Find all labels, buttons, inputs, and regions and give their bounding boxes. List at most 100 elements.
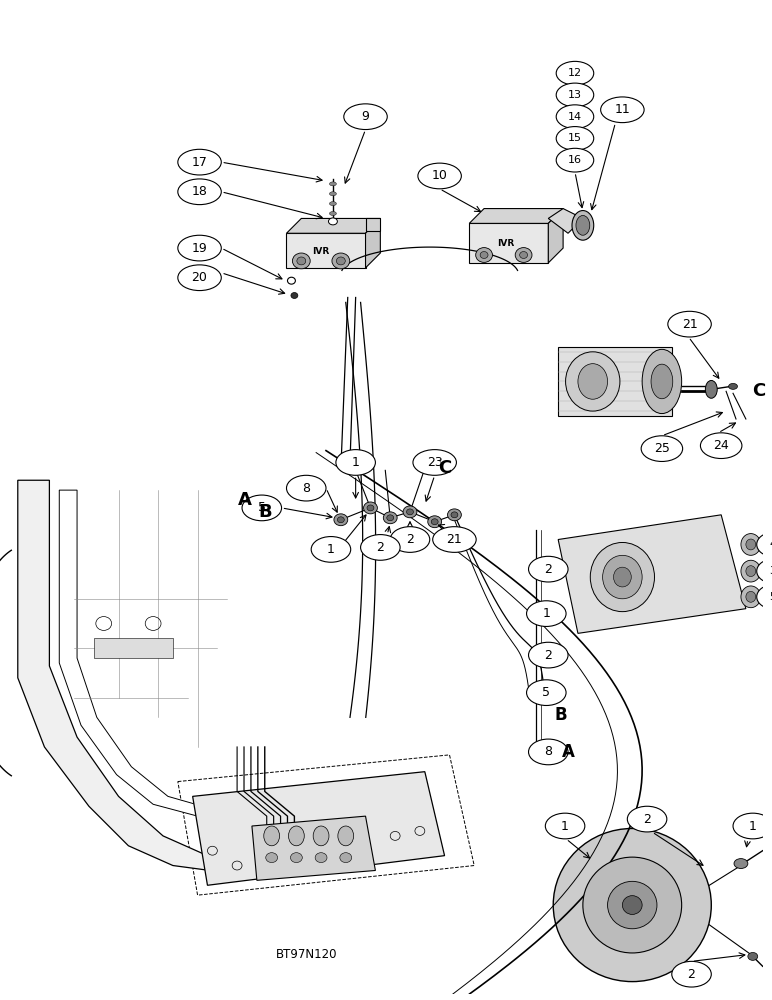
Ellipse shape <box>628 806 667 832</box>
Text: 16: 16 <box>568 155 582 165</box>
Ellipse shape <box>603 555 642 599</box>
Text: 2: 2 <box>377 541 384 554</box>
Ellipse shape <box>529 642 568 668</box>
Text: 11: 11 <box>615 103 630 116</box>
Ellipse shape <box>428 516 442 528</box>
Ellipse shape <box>332 253 350 269</box>
Ellipse shape <box>337 257 345 265</box>
Text: 1: 1 <box>327 543 335 556</box>
Ellipse shape <box>556 105 594 129</box>
Polygon shape <box>252 816 375 880</box>
Ellipse shape <box>583 857 682 953</box>
Ellipse shape <box>572 211 594 240</box>
Ellipse shape <box>672 961 711 987</box>
Ellipse shape <box>178 265 222 291</box>
Text: 20: 20 <box>191 271 208 284</box>
Text: IVR: IVR <box>497 239 514 248</box>
Text: 25: 25 <box>654 442 670 455</box>
Polygon shape <box>548 209 583 233</box>
Ellipse shape <box>328 218 337 225</box>
Text: B: B <box>258 503 272 521</box>
Text: 2: 2 <box>406 533 414 546</box>
Ellipse shape <box>178 235 222 261</box>
Ellipse shape <box>642 436 682 461</box>
Ellipse shape <box>746 566 756 577</box>
Ellipse shape <box>384 512 397 524</box>
Ellipse shape <box>364 502 378 514</box>
Text: 17: 17 <box>191 156 208 169</box>
Polygon shape <box>286 233 365 268</box>
Ellipse shape <box>591 542 655 612</box>
Ellipse shape <box>340 853 352 863</box>
Ellipse shape <box>480 252 488 258</box>
Ellipse shape <box>418 163 462 189</box>
Ellipse shape <box>330 192 337 196</box>
Text: 9: 9 <box>361 110 370 123</box>
Text: 10: 10 <box>432 169 448 182</box>
Ellipse shape <box>315 853 327 863</box>
Ellipse shape <box>614 567 631 587</box>
Ellipse shape <box>313 826 329 846</box>
Ellipse shape <box>178 179 222 205</box>
Ellipse shape <box>757 533 772 556</box>
Text: 3: 3 <box>769 566 772 576</box>
Ellipse shape <box>757 585 772 609</box>
Ellipse shape <box>476 248 493 262</box>
Text: 2: 2 <box>643 813 651 826</box>
Text: A: A <box>561 743 574 761</box>
Ellipse shape <box>529 556 568 582</box>
Ellipse shape <box>757 559 772 583</box>
Ellipse shape <box>448 509 462 521</box>
Ellipse shape <box>403 506 417 518</box>
Polygon shape <box>365 218 381 268</box>
Ellipse shape <box>287 277 296 284</box>
Ellipse shape <box>556 83 594 107</box>
Ellipse shape <box>608 881 657 929</box>
Ellipse shape <box>290 853 303 863</box>
Polygon shape <box>558 347 672 416</box>
Ellipse shape <box>746 591 756 602</box>
Ellipse shape <box>578 364 608 399</box>
Ellipse shape <box>367 505 374 511</box>
Ellipse shape <box>289 826 304 846</box>
Ellipse shape <box>741 586 760 608</box>
Ellipse shape <box>336 450 375 475</box>
Ellipse shape <box>390 527 430 552</box>
Ellipse shape <box>451 512 458 518</box>
Ellipse shape <box>293 253 310 269</box>
Ellipse shape <box>178 149 222 175</box>
Text: 5: 5 <box>769 592 772 602</box>
Ellipse shape <box>413 450 456 475</box>
Text: 2: 2 <box>688 968 696 981</box>
Polygon shape <box>59 490 237 824</box>
Text: 1: 1 <box>352 456 360 469</box>
Ellipse shape <box>576 215 590 235</box>
Ellipse shape <box>556 61 594 85</box>
Ellipse shape <box>556 127 594 150</box>
Polygon shape <box>365 218 381 231</box>
Ellipse shape <box>529 739 568 765</box>
Ellipse shape <box>556 148 594 172</box>
Ellipse shape <box>706 380 717 398</box>
Text: 8: 8 <box>303 482 310 495</box>
Ellipse shape <box>334 514 347 526</box>
Polygon shape <box>286 218 381 233</box>
Text: 12: 12 <box>568 68 582 78</box>
Ellipse shape <box>527 601 566 626</box>
Polygon shape <box>469 209 563 223</box>
Text: 21: 21 <box>446 533 462 546</box>
Ellipse shape <box>545 813 585 839</box>
Ellipse shape <box>622 896 642 914</box>
Ellipse shape <box>520 252 527 258</box>
Ellipse shape <box>286 475 326 501</box>
Text: B: B <box>555 706 567 724</box>
Text: 8: 8 <box>544 745 552 758</box>
Text: 14: 14 <box>568 112 582 122</box>
Ellipse shape <box>741 534 760 555</box>
Ellipse shape <box>554 828 711 982</box>
Ellipse shape <box>297 257 306 265</box>
Ellipse shape <box>733 813 772 839</box>
Ellipse shape <box>407 509 414 515</box>
Text: BT97N120: BT97N120 <box>276 948 337 961</box>
Text: IVR: IVR <box>313 247 330 256</box>
